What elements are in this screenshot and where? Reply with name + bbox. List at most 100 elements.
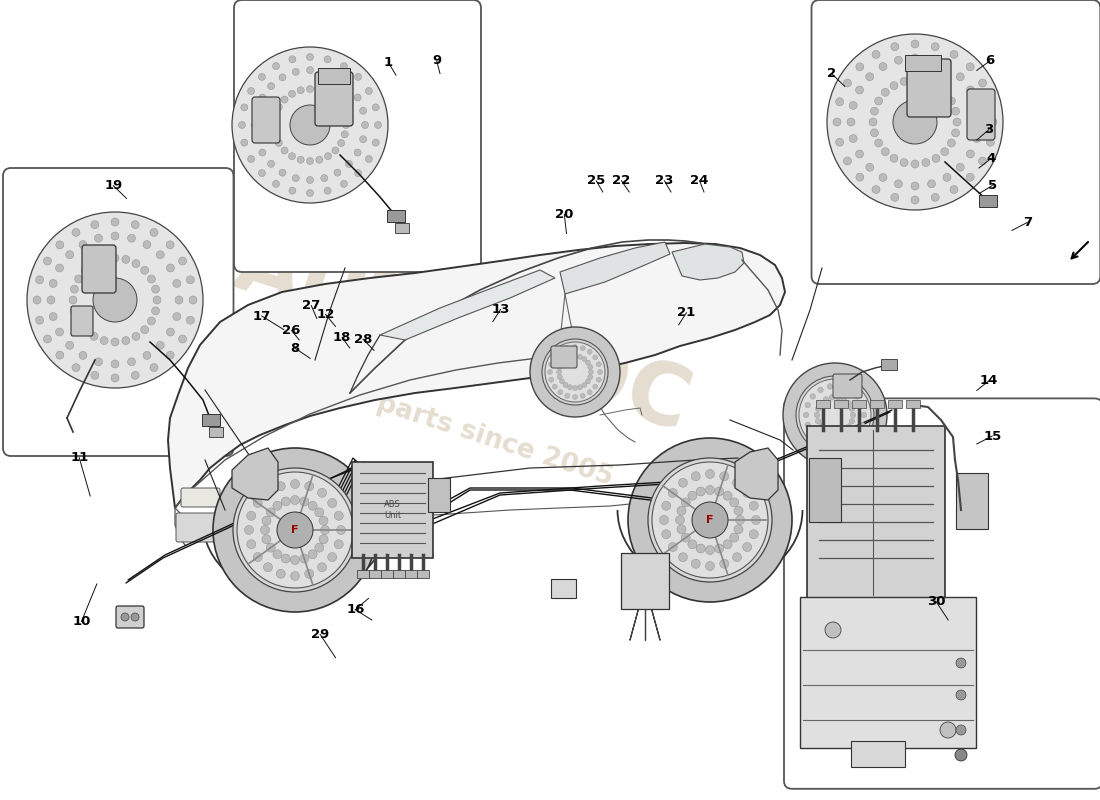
Circle shape xyxy=(563,382,568,387)
Circle shape xyxy=(264,488,273,498)
Circle shape xyxy=(922,78,930,86)
Circle shape xyxy=(95,234,102,242)
Circle shape xyxy=(66,250,74,258)
Circle shape xyxy=(122,255,130,263)
FancyBboxPatch shape xyxy=(381,570,393,578)
Circle shape xyxy=(572,354,578,358)
Circle shape xyxy=(628,438,792,602)
FancyBboxPatch shape xyxy=(956,473,988,529)
Circle shape xyxy=(660,515,669,525)
Circle shape xyxy=(111,374,119,382)
Circle shape xyxy=(829,430,835,435)
Circle shape xyxy=(248,155,254,162)
Circle shape xyxy=(585,379,591,384)
Circle shape xyxy=(273,550,282,558)
Circle shape xyxy=(111,360,119,368)
Circle shape xyxy=(272,131,278,138)
Circle shape xyxy=(35,316,44,324)
FancyBboxPatch shape xyxy=(551,346,578,368)
Circle shape xyxy=(241,139,248,146)
Circle shape xyxy=(233,468,358,592)
FancyBboxPatch shape xyxy=(72,306,94,336)
Circle shape xyxy=(156,250,164,258)
Circle shape xyxy=(691,559,701,568)
Circle shape xyxy=(282,497,290,506)
Circle shape xyxy=(334,169,341,176)
Circle shape xyxy=(33,296,41,304)
Circle shape xyxy=(835,430,840,435)
Circle shape xyxy=(842,397,847,402)
Circle shape xyxy=(560,379,564,384)
Circle shape xyxy=(733,478,741,487)
Circle shape xyxy=(111,218,119,226)
Circle shape xyxy=(715,544,724,553)
Circle shape xyxy=(308,502,317,510)
Circle shape xyxy=(869,118,877,126)
Circle shape xyxy=(166,241,174,249)
Circle shape xyxy=(262,534,271,544)
FancyBboxPatch shape xyxy=(550,578,575,598)
Circle shape xyxy=(940,88,948,96)
Circle shape xyxy=(847,387,852,393)
Circle shape xyxy=(842,428,847,434)
Text: 27: 27 xyxy=(302,299,320,312)
Circle shape xyxy=(810,394,815,399)
Circle shape xyxy=(572,386,578,390)
FancyBboxPatch shape xyxy=(358,570,368,578)
Circle shape xyxy=(849,406,855,412)
Circle shape xyxy=(131,613,139,621)
Circle shape xyxy=(723,491,733,500)
Circle shape xyxy=(548,370,552,374)
Text: 30: 30 xyxy=(927,595,945,608)
Circle shape xyxy=(94,278,138,322)
Circle shape xyxy=(900,78,909,86)
Circle shape xyxy=(894,56,902,64)
Circle shape xyxy=(549,378,553,382)
Circle shape xyxy=(261,526,270,534)
Circle shape xyxy=(544,342,605,402)
Text: 29: 29 xyxy=(311,628,329,641)
Circle shape xyxy=(131,221,140,229)
Circle shape xyxy=(332,96,339,103)
FancyBboxPatch shape xyxy=(318,68,350,84)
Circle shape xyxy=(956,658,966,668)
Circle shape xyxy=(705,470,715,478)
Circle shape xyxy=(275,139,283,146)
Circle shape xyxy=(669,542,678,551)
FancyBboxPatch shape xyxy=(202,414,220,426)
Circle shape xyxy=(153,296,161,304)
FancyBboxPatch shape xyxy=(352,462,433,558)
Circle shape xyxy=(855,394,860,399)
Circle shape xyxy=(282,554,290,563)
Circle shape xyxy=(894,180,902,188)
Circle shape xyxy=(297,86,305,94)
Circle shape xyxy=(307,66,314,74)
Circle shape xyxy=(152,285,160,293)
Circle shape xyxy=(593,355,597,360)
Circle shape xyxy=(675,515,684,525)
Circle shape xyxy=(50,313,57,321)
Circle shape xyxy=(44,257,52,265)
Text: 25: 25 xyxy=(587,174,605,187)
Circle shape xyxy=(307,86,314,93)
Circle shape xyxy=(300,497,309,506)
Text: 22: 22 xyxy=(613,174,630,187)
Circle shape xyxy=(989,118,997,126)
Circle shape xyxy=(277,512,313,548)
Circle shape xyxy=(879,174,887,182)
Circle shape xyxy=(696,544,705,553)
Circle shape xyxy=(354,170,362,177)
Circle shape xyxy=(360,136,366,142)
Circle shape xyxy=(891,42,899,50)
Circle shape xyxy=(881,88,889,96)
Circle shape xyxy=(558,365,562,370)
Circle shape xyxy=(186,276,195,284)
Circle shape xyxy=(66,342,74,350)
Circle shape xyxy=(817,438,823,443)
Circle shape xyxy=(825,622,842,638)
Circle shape xyxy=(147,275,155,283)
Circle shape xyxy=(319,516,328,526)
Circle shape xyxy=(150,229,158,237)
Circle shape xyxy=(891,194,899,202)
Circle shape xyxy=(354,74,362,81)
